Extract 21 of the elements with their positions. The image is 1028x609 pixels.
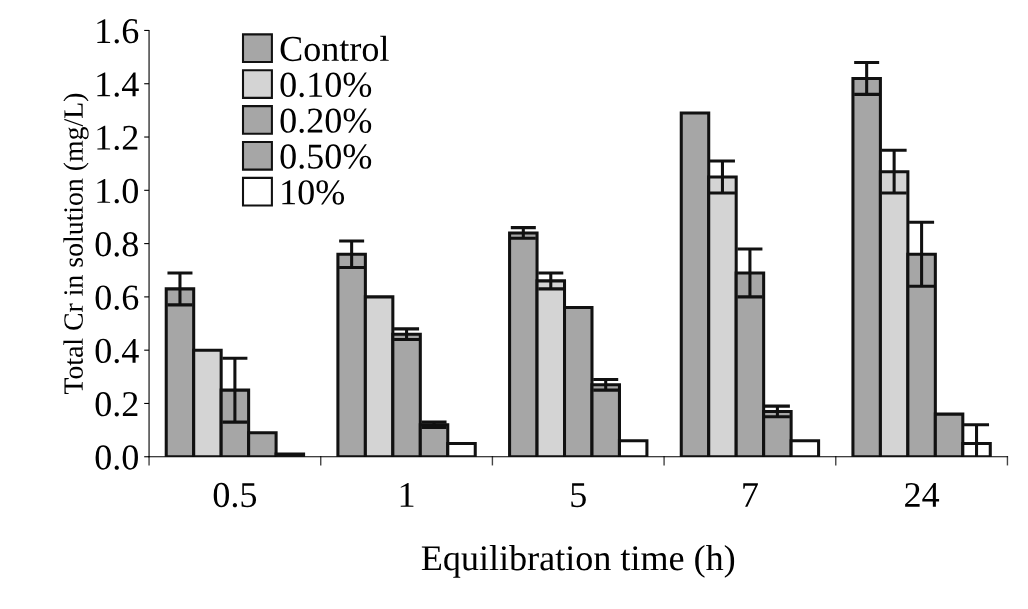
y-tick-label: 0.8 bbox=[95, 232, 138, 257]
y-axis-title: Total Cr in solution (mg/L) bbox=[63, 93, 89, 395]
x-tick-label: 1 bbox=[400, 482, 414, 507]
y-tick-label: 0.0 bbox=[95, 445, 138, 470]
legend-label: 0.10% bbox=[280, 72, 372, 98]
x-tick-label: 5 bbox=[571, 483, 586, 508]
legend-label: 0.50% bbox=[280, 144, 372, 169]
y-tick-label: 1.0 bbox=[97, 178, 138, 204]
legend-label: 10% bbox=[282, 180, 345, 205]
legend-label: 0.20% bbox=[280, 108, 372, 133]
x-tick-label: 7 bbox=[743, 483, 758, 507]
x-axis-title: Equilibration time (h) bbox=[421, 545, 735, 578]
y-tick-label: 1.6 bbox=[97, 19, 139, 44]
legend-label: Control bbox=[280, 35, 389, 62]
x-tick-label: 24 bbox=[905, 482, 940, 507]
x-tick-label: 0.5 bbox=[213, 482, 257, 508]
y-tick-label: 0.2 bbox=[95, 391, 138, 417]
y-tick-label: 0.6 bbox=[95, 285, 139, 310]
y-tick-label: 1.2 bbox=[97, 125, 138, 151]
y-tick-label: 1.4 bbox=[97, 72, 139, 97]
y-tick-label: 0.4 bbox=[95, 338, 139, 364]
